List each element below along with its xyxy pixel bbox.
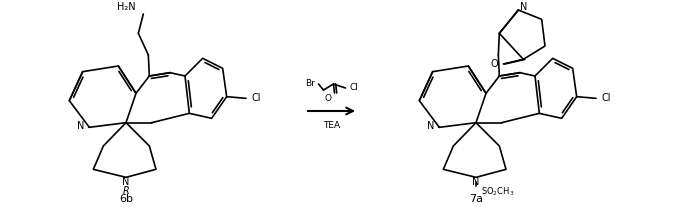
Text: Cl: Cl xyxy=(602,93,612,103)
Text: Cl: Cl xyxy=(252,93,262,103)
Text: SO$_2$CH$_3$: SO$_2$CH$_3$ xyxy=(481,185,514,198)
Text: N: N xyxy=(520,2,528,12)
Text: N: N xyxy=(473,177,480,187)
Text: Cl: Cl xyxy=(349,83,358,92)
Text: Br: Br xyxy=(304,78,314,88)
Text: O: O xyxy=(491,59,498,69)
Text: R: R xyxy=(122,186,130,196)
Text: 7a: 7a xyxy=(469,194,483,204)
Text: N: N xyxy=(122,177,130,187)
Text: O: O xyxy=(325,94,332,103)
Text: H₂N: H₂N xyxy=(118,2,136,12)
Text: TEA: TEA xyxy=(323,120,340,130)
Text: 6b: 6b xyxy=(119,194,133,204)
Text: N: N xyxy=(77,121,84,131)
Text: N: N xyxy=(427,121,434,131)
